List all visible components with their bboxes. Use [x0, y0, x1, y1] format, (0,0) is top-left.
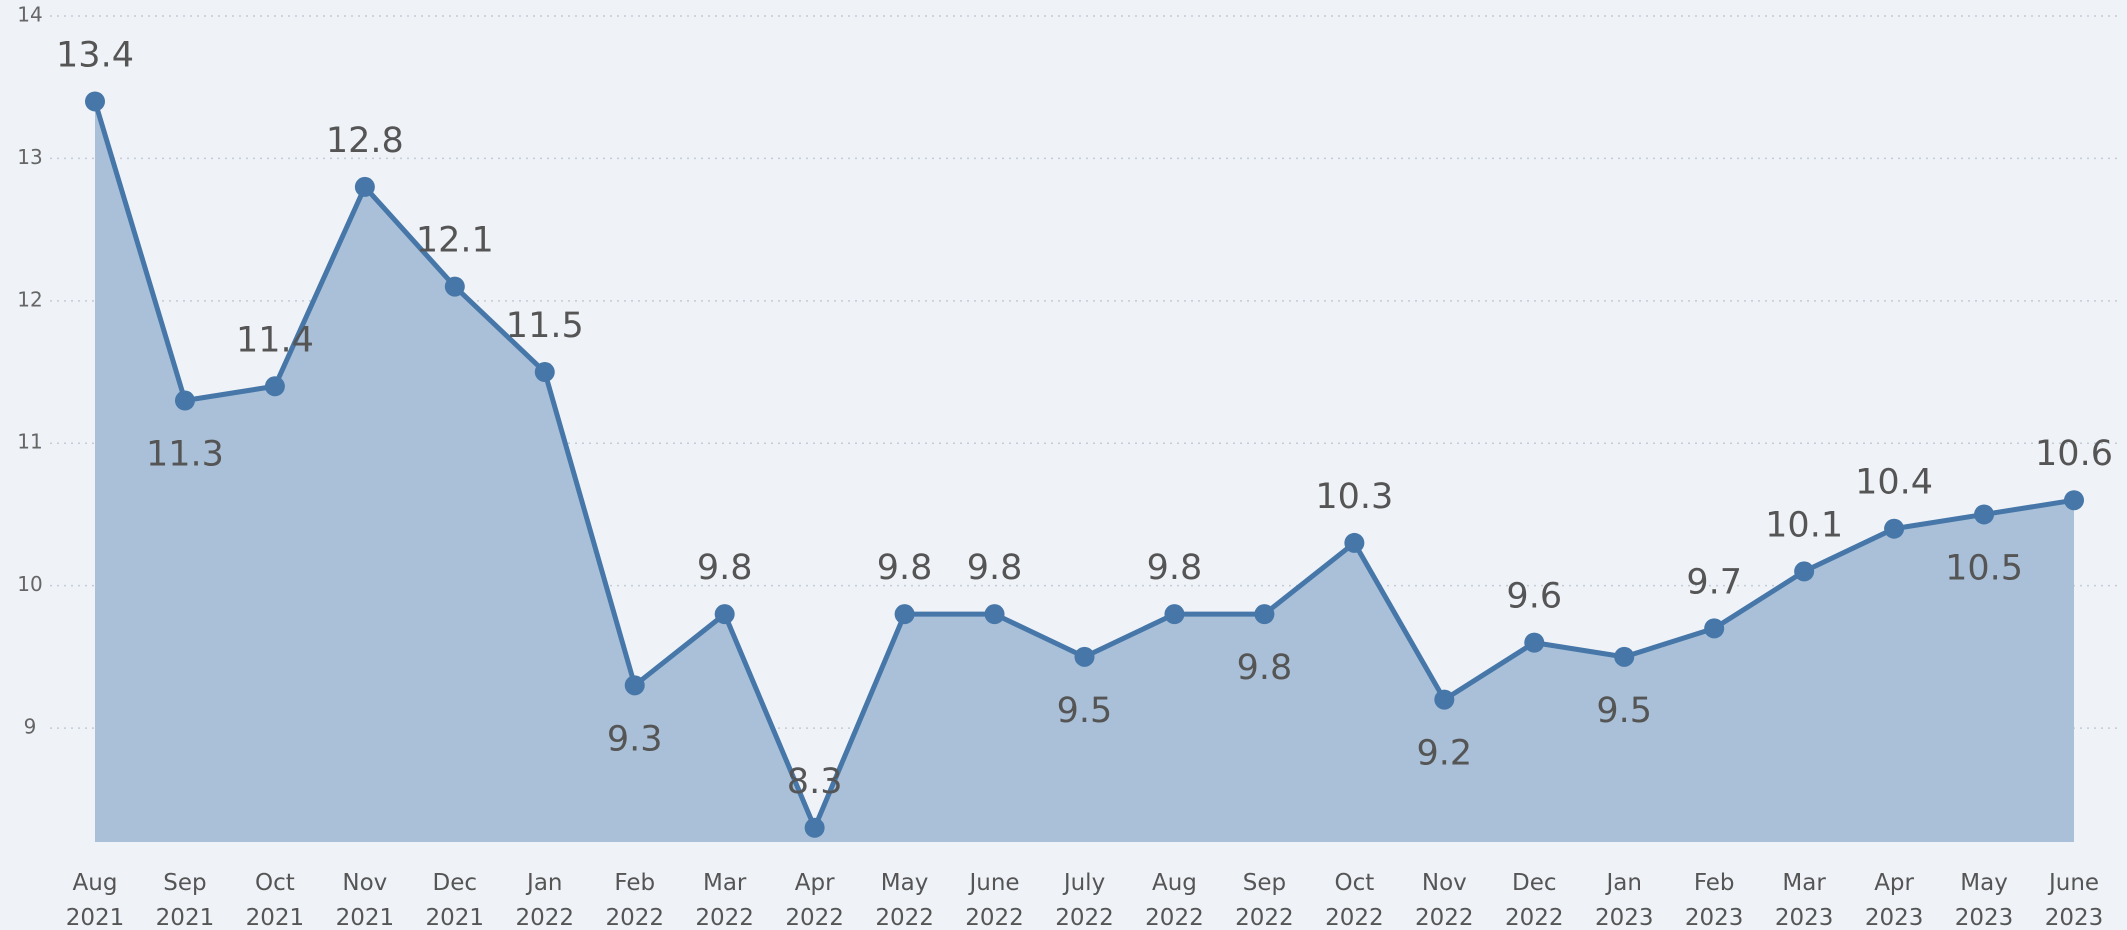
x-tick-label: Feb 2023	[1685, 870, 1744, 930]
x-tick-label: Aug 2021	[66, 870, 125, 930]
marker	[1164, 604, 1185, 625]
marker	[1704, 618, 1725, 639]
x-tick-label: Feb 2022	[605, 870, 664, 930]
marker	[1884, 518, 1905, 539]
marker	[1434, 689, 1455, 710]
marker	[534, 362, 555, 383]
x-tick-label: Apr 2023	[1865, 870, 1924, 930]
x-tick-label: Oct 2022	[1325, 870, 1384, 930]
marker	[1344, 532, 1365, 553]
marker	[1254, 604, 1275, 625]
x-tick-label: Dec 2022	[1505, 870, 1564, 930]
marker	[444, 276, 465, 297]
y-tick-label: 13	[17, 145, 42, 169]
data-label: 13.4	[56, 35, 134, 75]
x-tick-label: Nov 2021	[336, 870, 395, 930]
y-tick-label: 11	[17, 430, 42, 454]
data-label: 11.4	[236, 320, 314, 360]
marker	[1974, 504, 1995, 525]
marker	[1794, 561, 1815, 582]
x-tick-label: Nov 2022	[1415, 870, 1474, 930]
data-label: 12.1	[416, 221, 494, 261]
data-label: 8.3	[787, 762, 843, 802]
data-label: 10.5	[1945, 548, 2023, 588]
x-tick-label: Sep 2021	[156, 870, 215, 930]
marker	[174, 390, 195, 411]
data-label: 9.5	[1596, 691, 1652, 731]
data-label: 9.7	[1686, 562, 1742, 602]
data-label: 10.1	[1765, 505, 1843, 545]
x-tick-label: Sep 2022	[1235, 870, 1294, 930]
marker	[1074, 646, 1095, 667]
data-label: 9.8	[1237, 648, 1293, 688]
x-tick-label: May 2023	[1955, 870, 2014, 930]
marker	[804, 817, 825, 838]
x-tick-label: Aug 2022	[1145, 870, 1204, 930]
data-label: 9.2	[1416, 734, 1472, 774]
marker	[354, 176, 375, 197]
marker	[1524, 632, 1545, 653]
data-label: 12.8	[326, 121, 404, 161]
x-tick-label: Mar 2022	[695, 870, 754, 930]
data-label: 11.5	[506, 306, 584, 346]
x-tick-label: Apr 2022	[785, 870, 844, 930]
marker	[2064, 490, 2084, 511]
marker	[1614, 646, 1635, 667]
data-label: 9.8	[697, 548, 753, 588]
marker	[984, 604, 1005, 625]
x-tick-label: Mar 2023	[1775, 870, 1834, 930]
x-tick-label: Oct 2021	[246, 870, 305, 930]
marker	[894, 604, 915, 625]
marker	[85, 91, 105, 112]
data-label: 9.6	[1506, 577, 1562, 617]
x-tick-label: June 2023	[2045, 870, 2104, 930]
x-tick-label: Jan 2023	[1595, 870, 1654, 930]
marker	[714, 604, 735, 625]
data-label: 9.8	[1147, 548, 1203, 588]
y-tick-label: 9	[24, 715, 37, 739]
y-tick-label: 10	[17, 572, 42, 596]
x-tick-label: Dec 2021	[426, 870, 485, 930]
y-tick-label: 14	[17, 3, 42, 27]
y-tick-label: 12	[17, 287, 42, 311]
x-tick-label: June 2022	[965, 870, 1024, 930]
x-tick-label: May 2022	[875, 870, 934, 930]
data-label: 9.8	[967, 548, 1023, 588]
area	[95, 101, 2074, 843]
data-label: 9.8	[877, 548, 933, 588]
data-label: 10.4	[1855, 463, 1933, 503]
data-label: 10.6	[2035, 434, 2113, 474]
x-tick-label: Jan 2022	[515, 870, 574, 930]
data-label: 9.3	[607, 719, 663, 759]
x-tick-label: July 2022	[1055, 870, 1114, 930]
marker	[264, 376, 285, 397]
data-label: 9.5	[1057, 691, 1113, 731]
marker	[624, 675, 645, 696]
data-label: 10.3	[1315, 477, 1393, 517]
data-label: 11.3	[146, 435, 224, 475]
